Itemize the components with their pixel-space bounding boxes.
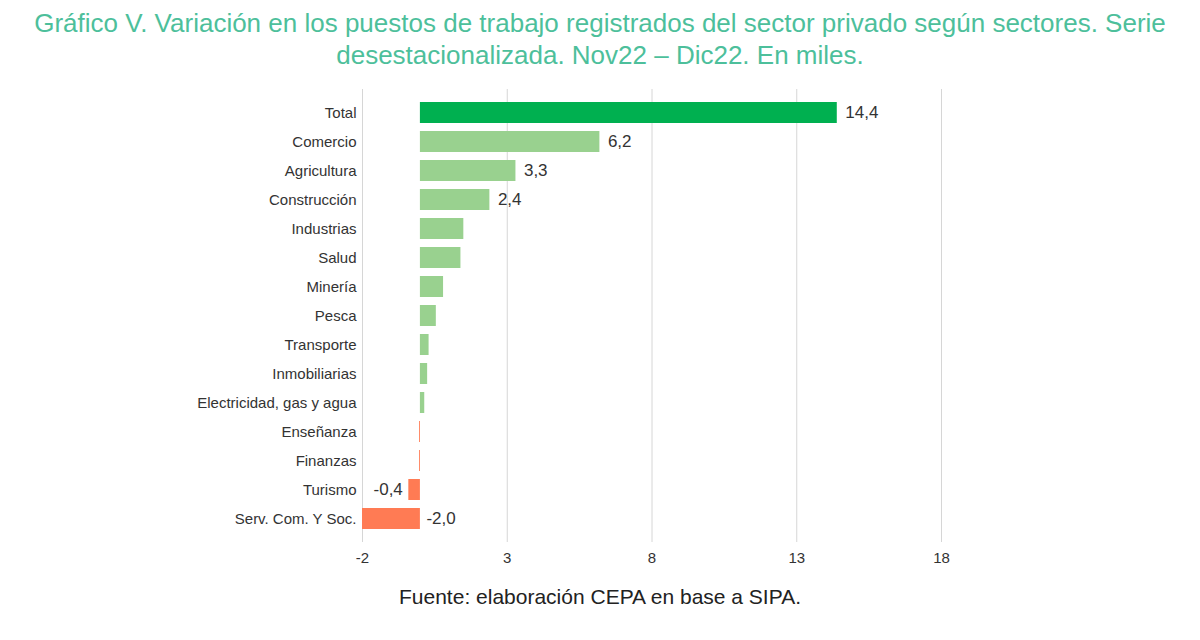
svg-text:Total: Total	[325, 104, 357, 121]
svg-text:8: 8	[648, 549, 656, 566]
svg-text:-2: -2	[356, 549, 369, 566]
svg-text:Agricultura: Agricultura	[285, 162, 357, 179]
svg-text:-0,4: -0,4	[374, 480, 403, 499]
svg-text:Minería: Minería	[306, 278, 357, 295]
svg-text:18: 18	[933, 549, 950, 566]
svg-text:Enseñanza: Enseñanza	[281, 423, 357, 440]
html-text:Gráfico V. Variación en los pu: Gráfico V. Variación en los puestos de t…	[34, 8, 1166, 70]
html-text:Fuente: elaboración CEPA en ba: Fuente: elaboración CEPA en base a SIPA.	[399, 585, 801, 608]
svg-text:3: 3	[503, 549, 511, 566]
svg-text:Electricidad, gas y agua: Electricidad, gas y agua	[197, 394, 357, 411]
svg-text:Finanzas: Finanzas	[296, 452, 357, 469]
svg-text:3,3: 3,3	[524, 161, 548, 180]
svg-text:14,4: 14,4	[845, 103, 878, 122]
svg-text:Industrias: Industrias	[291, 220, 356, 237]
svg-text:Inmobiliarias: Inmobiliarias	[272, 365, 356, 382]
svg-text:6,2: 6,2	[608, 132, 632, 151]
svg-text:Pesca: Pesca	[315, 307, 357, 324]
svg-text:Construcción: Construcción	[269, 191, 357, 208]
svg-text:Serv. Com. Y Soc.: Serv. Com. Y Soc.	[235, 510, 357, 527]
svg-text:Transporte: Transporte	[285, 336, 357, 353]
svg-text:Comercio: Comercio	[292, 133, 356, 150]
svg-text:2,4: 2,4	[498, 190, 522, 209]
svg-text:Turismo: Turismo	[303, 481, 357, 498]
svg-text:13: 13	[788, 549, 805, 566]
svg-text:Salud: Salud	[318, 249, 356, 266]
svg-text:-2,0: -2,0	[426, 509, 455, 528]
